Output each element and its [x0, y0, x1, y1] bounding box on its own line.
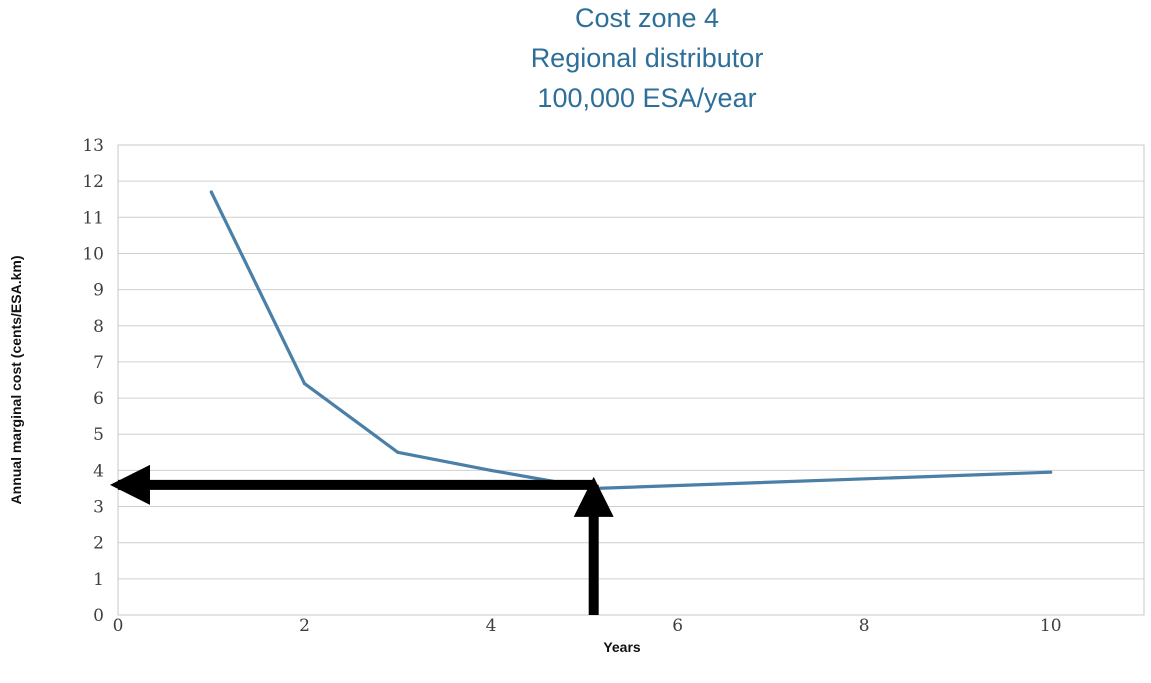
- chart-title-line-1: Cost zone 4: [575, 3, 719, 33]
- y-tick-label: 1: [93, 570, 104, 590]
- y-tick-label: 10: [82, 244, 104, 264]
- x-tick-label: 0: [113, 616, 124, 636]
- x-tick-label: 10: [1040, 616, 1062, 636]
- y-axis-label: Annual marginal cost (cents/ESA.km): [8, 256, 24, 505]
- y-tick-label: 0: [93, 606, 104, 626]
- series-layer: [209, 190, 1053, 491]
- x-tick-label: 6: [672, 616, 683, 636]
- y-tick-label: 4: [93, 461, 104, 481]
- y-tick-label: 7: [93, 353, 104, 373]
- chart-title-line-3: 100,000 ESA/year: [537, 83, 756, 113]
- data-point: [209, 190, 213, 194]
- y-tick-label: 13: [82, 136, 104, 156]
- y-tick-label: 12: [82, 172, 104, 192]
- annotations: [110, 464, 614, 615]
- y-tick-label: 11: [82, 208, 104, 228]
- data-point: [489, 468, 493, 472]
- y-tick-label: 6: [93, 389, 104, 409]
- data-point: [302, 382, 307, 386]
- gridlines: [118, 144, 1144, 616]
- x-tick-label: 4: [486, 616, 497, 636]
- x-axis-ticks: 0 2 4 6 8 10: [113, 616, 1062, 636]
- series-line: [209, 191, 1051, 491]
- chart-title-line-2: Regional distributor: [531, 43, 764, 73]
- chart-title: Cost zone 4 Regional distributor 100,000…: [531, 3, 764, 113]
- plot-area-frame: [117, 144, 1145, 616]
- x-axis-label: Years: [603, 639, 641, 655]
- y-tick-label: 9: [93, 281, 104, 301]
- x-tick-label: 8: [859, 616, 870, 636]
- y-tick-label: 3: [93, 498, 104, 518]
- data-point: [1049, 470, 1053, 474]
- x-tick-label: 2: [299, 616, 310, 636]
- y-tick-label: 5: [93, 425, 104, 445]
- y-tick-label: 8: [93, 317, 104, 337]
- data-point: [396, 450, 400, 454]
- y-tick-label: 2: [93, 534, 104, 554]
